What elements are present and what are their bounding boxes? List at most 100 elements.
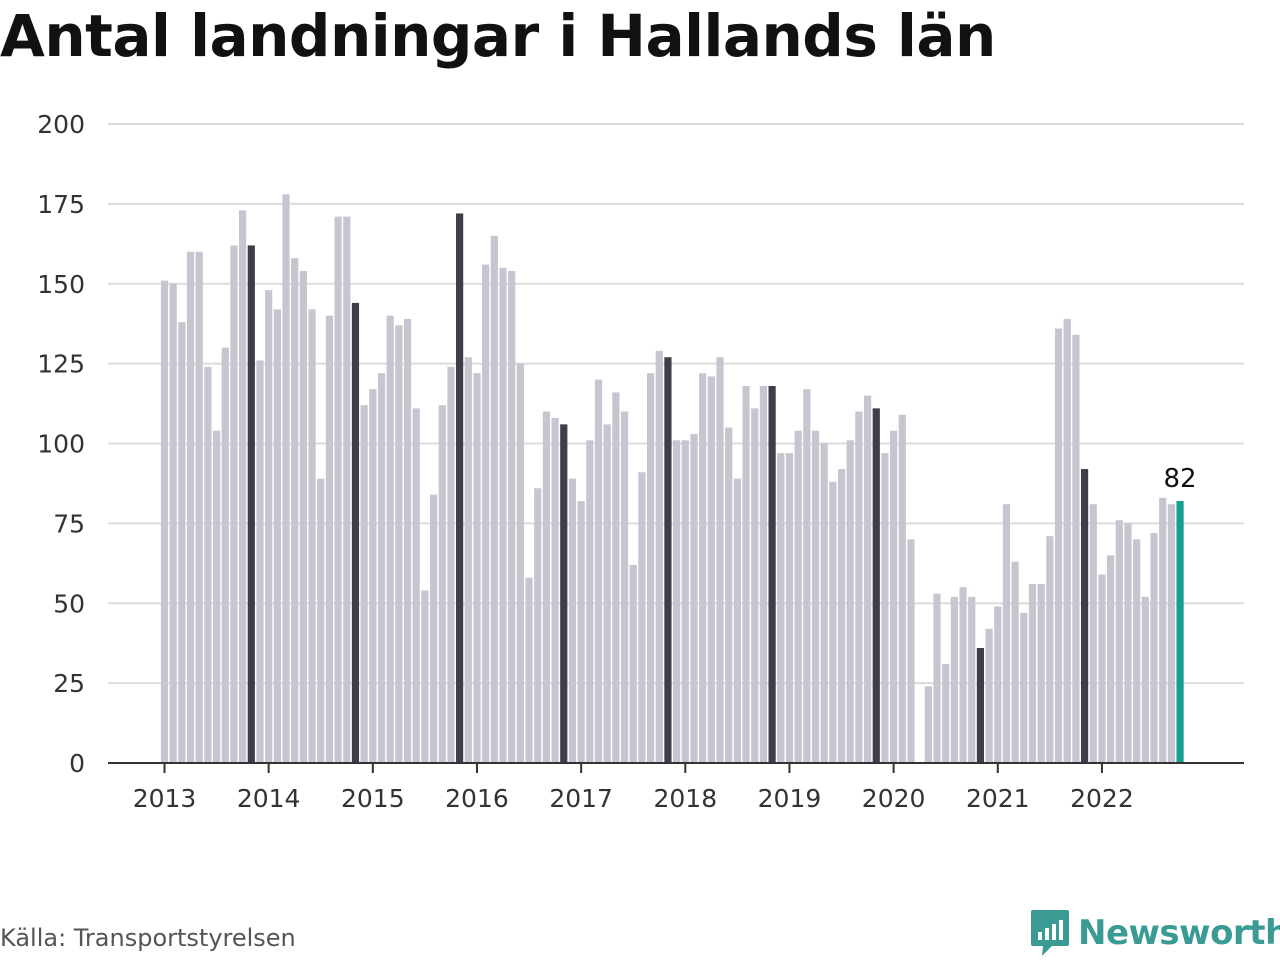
bar xyxy=(994,606,1002,763)
x-tick-label: 2016 xyxy=(445,784,509,813)
bar xyxy=(429,494,438,763)
bar xyxy=(603,424,611,763)
bar xyxy=(629,564,637,763)
bar xyxy=(377,373,386,763)
bar xyxy=(369,389,377,763)
bar xyxy=(1159,497,1167,763)
bar xyxy=(551,417,559,763)
bar xyxy=(968,596,976,763)
bar xyxy=(907,539,915,763)
bar xyxy=(1150,532,1158,763)
bar xyxy=(898,414,906,763)
bar xyxy=(820,443,828,763)
bar xyxy=(777,453,785,763)
bar xyxy=(542,411,551,763)
bar xyxy=(829,481,837,763)
bar xyxy=(534,488,542,763)
bar xyxy=(950,596,958,763)
bar xyxy=(699,373,707,763)
bar xyxy=(351,302,360,763)
bar xyxy=(334,216,342,763)
bar xyxy=(1020,612,1028,763)
y-tick-label: 100 xyxy=(37,430,85,459)
axes xyxy=(108,762,1244,773)
y-tick-label: 150 xyxy=(37,270,85,299)
bar xyxy=(785,453,794,763)
bar xyxy=(646,373,655,763)
bar xyxy=(612,392,620,763)
bar xyxy=(794,430,802,763)
bar xyxy=(386,315,394,763)
bar xyxy=(212,430,221,763)
bar xyxy=(707,376,715,763)
source-note: Källa: Transportstyrelsen xyxy=(0,924,296,952)
bar xyxy=(239,210,247,763)
bar xyxy=(1098,574,1106,763)
bar xyxy=(638,472,646,763)
bar xyxy=(473,373,481,763)
bar xyxy=(360,405,368,763)
bar xyxy=(976,647,985,763)
bar xyxy=(395,325,403,763)
bar xyxy=(516,363,524,763)
bar xyxy=(1141,596,1149,763)
y-tick-label: 0 xyxy=(69,749,85,778)
bar xyxy=(195,251,203,764)
tick-labels: 0 25 50 75 100 125 150 175 200 82 2013 2014 2015 2016… xyxy=(37,110,1196,813)
latest-value-label: 82 xyxy=(1164,464,1197,494)
bar xyxy=(664,357,672,763)
bar xyxy=(1011,561,1019,763)
bar xyxy=(681,440,689,763)
y-tick-label: 175 xyxy=(37,190,85,219)
bar xyxy=(673,440,681,763)
x-tick-label: 2017 xyxy=(549,784,613,813)
bar-chart: 0 25 50 75 100 125 150 175 200 82 2013 2014 2015 2016… xyxy=(37,110,1244,813)
x-tick-label: 2013 xyxy=(133,784,197,813)
bar xyxy=(1072,334,1080,763)
bar xyxy=(482,264,490,763)
bar xyxy=(560,424,568,763)
bar xyxy=(959,587,967,763)
bar xyxy=(456,213,464,763)
bar xyxy=(317,478,325,763)
bar xyxy=(325,315,334,763)
bar xyxy=(811,430,820,763)
bar xyxy=(881,453,889,763)
bar xyxy=(890,430,898,763)
bar xyxy=(438,405,446,763)
bar xyxy=(273,309,281,763)
x-tick-label: 2015 xyxy=(341,784,405,813)
bar xyxy=(985,628,993,763)
bar xyxy=(308,309,316,763)
bar xyxy=(1107,555,1115,763)
bars xyxy=(160,194,1184,764)
bar xyxy=(1167,504,1175,763)
bar xyxy=(759,385,768,763)
bar xyxy=(1037,584,1045,763)
bar xyxy=(803,389,811,763)
bar xyxy=(421,590,429,763)
x-tick-label: 2022 xyxy=(1070,784,1134,813)
y-tick-label: 75 xyxy=(53,509,85,538)
bar xyxy=(256,360,264,763)
bar xyxy=(577,501,585,763)
bar xyxy=(447,366,455,763)
bar xyxy=(169,283,177,763)
bar xyxy=(924,686,932,763)
x-tick-label: 2019 xyxy=(758,784,822,813)
bar xyxy=(846,440,854,763)
bar xyxy=(1046,536,1054,763)
brand-logo: Newsworthy xyxy=(1030,908,1280,958)
bar xyxy=(464,357,472,763)
y-tick-label: 50 xyxy=(53,589,85,618)
x-tick-label: 2020 xyxy=(862,784,926,813)
bar xyxy=(204,366,212,763)
bar xyxy=(265,290,273,763)
y-tick-label: 125 xyxy=(37,350,85,379)
bar xyxy=(1133,539,1141,763)
bar xyxy=(160,280,169,763)
brand-name: Newsworthy xyxy=(1078,913,1280,953)
bar xyxy=(178,322,186,763)
bar xyxy=(221,347,229,763)
newsworthy-logo-icon xyxy=(1031,910,1069,956)
